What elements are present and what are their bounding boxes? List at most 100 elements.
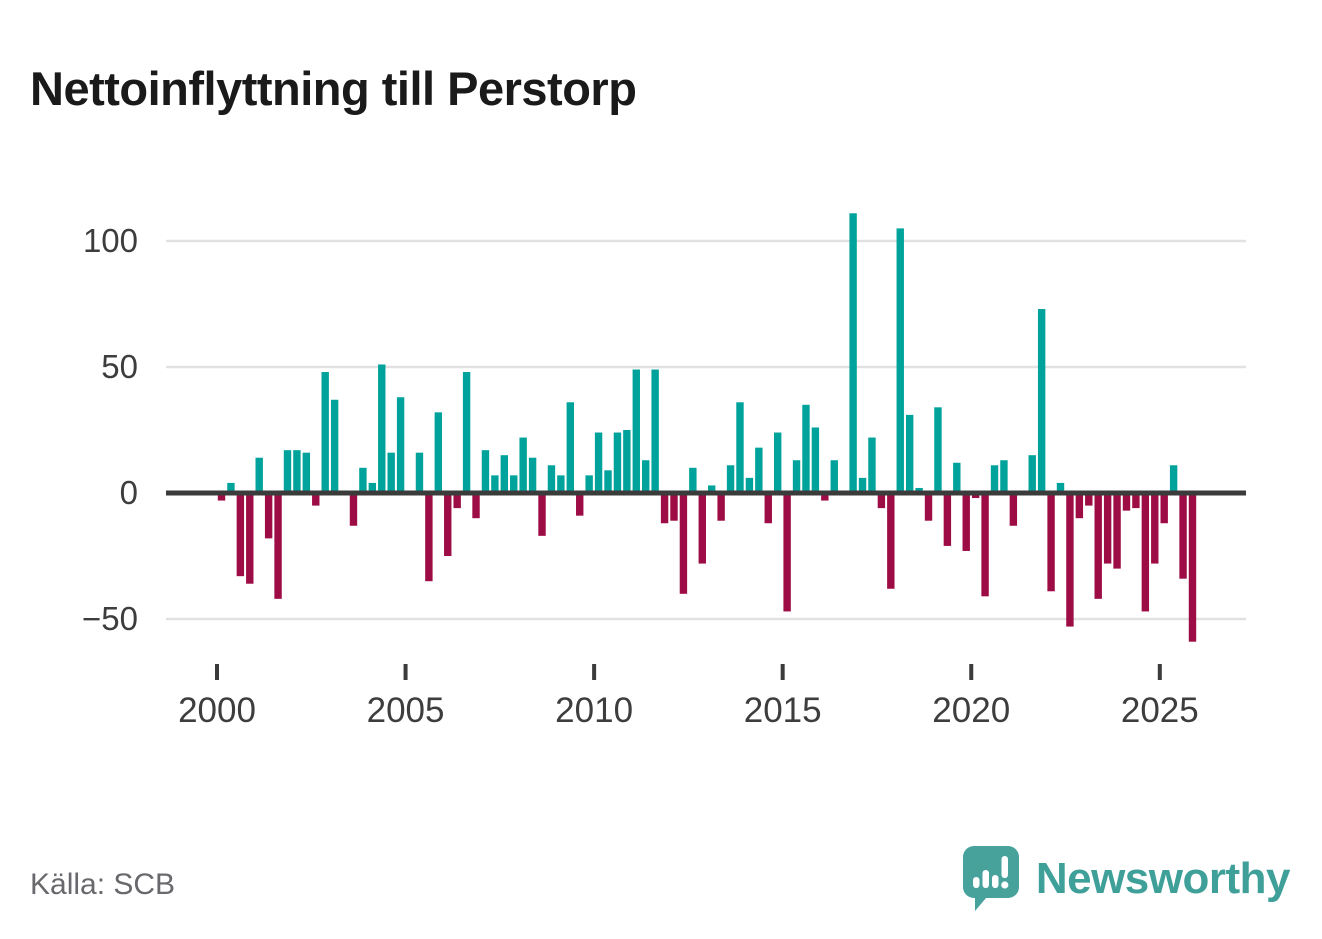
bar-2022-Q4 — [1075, 493, 1084, 519]
bar-2010-Q1 — [594, 432, 603, 493]
bar-2000-Q3 — [236, 493, 245, 577]
y-axis-label--50: −50 — [82, 600, 138, 637]
bar-2007-Q2 — [491, 475, 499, 493]
net-migration-chart-svg: 100 50 0 −50 2000 2005 2010 2015 2020 2025 — [82, 213, 1246, 730]
bar-2003-Q1 — [330, 399, 339, 493]
bar-2024-Q1 — [1122, 493, 1131, 511]
bar-2008-Q2 — [528, 457, 537, 493]
bar-2005-Q2 — [415, 452, 424, 493]
bar-2002-Q2 — [302, 452, 311, 493]
bar-2000-Q2 — [227, 482, 235, 493]
y-axis-label-0: 0 — [120, 474, 138, 511]
bar-2010-Q3 — [613, 432, 622, 493]
bar-2023-Q4 — [1113, 493, 1121, 569]
bar-2011-Q2 — [642, 460, 650, 493]
bar-2022-Q2 — [1056, 482, 1065, 493]
page-title: Nettoinflyttning till Perstorp — [30, 62, 637, 116]
bar-2007-Q1 — [481, 450, 490, 493]
bar-2017-Q2 — [868, 437, 876, 493]
y-axis-label-100: 100 — [83, 222, 138, 259]
brand-name: Newsworthy — [1035, 854, 1291, 903]
bar-2018-Q1 — [896, 228, 904, 493]
bar-2011-Q4 — [660, 493, 669, 524]
x-tick-2025 — [1157, 664, 1162, 680]
x-axis-label-2015: 2015 — [744, 691, 822, 730]
x-axis-label-2010: 2010 — [555, 691, 633, 730]
bar-2001-Q1 — [255, 457, 263, 493]
bar-2006-Q2 — [453, 493, 461, 509]
bar-2025-Q4 — [1188, 493, 1197, 642]
bar-chart: 100 50 0 −50 2000 2005 2010 2015 2020 2025 — [82, 213, 1246, 730]
bar-2002-Q1 — [293, 450, 301, 493]
bar-2022-Q1 — [1047, 493, 1055, 592]
zero-axis-line — [166, 490, 1246, 496]
bar-2008-Q3 — [538, 493, 546, 536]
x-tick-2015 — [780, 664, 785, 680]
bar-2019-Q2 — [943, 493, 952, 546]
bar-2020-Q3 — [990, 465, 999, 493]
bar-2001-Q2 — [264, 493, 273, 539]
bar-2009-Q3 — [576, 493, 584, 516]
bar-2014-Q4 — [773, 432, 782, 493]
bar-2018-Q2 — [905, 414, 914, 493]
bar-2005-Q4 — [434, 412, 443, 493]
x-axis-label-2005: 2005 — [367, 691, 445, 730]
x-tick-2005 — [403, 664, 408, 680]
bar-2014-Q2 — [755, 447, 763, 493]
bar-2006-Q1 — [444, 493, 452, 556]
bar-2023-Q3 — [1103, 493, 1112, 564]
bar-2021-Q1 — [1009, 493, 1018, 526]
bar-2024-Q4 — [1151, 493, 1159, 564]
bar-2004-Q2 — [378, 364, 386, 493]
bar-2024-Q2 — [1132, 493, 1140, 509]
bar-2000-Q1 — [217, 493, 226, 501]
bar-2013-Q3 — [726, 465, 735, 493]
gridline-50 — [166, 365, 1246, 369]
bar-2022-Q3 — [1066, 493, 1074, 627]
bar-2002-Q3 — [312, 493, 320, 506]
bar-2016-Q1 — [821, 493, 829, 501]
bar-2021-Q4 — [1037, 309, 1046, 493]
bar-2009-Q4 — [585, 475, 593, 493]
bar-2003-Q4 — [359, 467, 367, 493]
bar-2019-Q1 — [934, 407, 942, 493]
bar-2016-Q2 — [830, 460, 838, 493]
bar-2010-Q4 — [623, 430, 631, 493]
brand-logo: Newsworthy — [962, 845, 1291, 913]
bar-2015-Q1 — [783, 493, 791, 612]
bar-2008-Q1 — [519, 437, 527, 493]
bar-2013-Q1 — [708, 485, 716, 493]
bar-2007-Q3 — [500, 455, 509, 493]
bar-2017-Q4 — [887, 493, 895, 589]
bar-2015-Q4 — [811, 427, 820, 493]
bar-2009-Q1 — [557, 475, 565, 493]
bar-2017-Q3 — [877, 493, 886, 509]
bar-2011-Q1 — [632, 369, 640, 493]
bar-2000-Q4 — [246, 493, 254, 584]
x-tick-2020 — [969, 664, 974, 680]
bar-2019-Q4 — [962, 493, 970, 551]
bar-2021-Q3 — [1028, 455, 1036, 493]
bar-2001-Q4 — [283, 450, 292, 493]
bar-2012-Q2 — [679, 493, 688, 594]
bar-2025-Q3 — [1179, 493, 1187, 579]
bar-2020-Q4 — [1000, 460, 1008, 493]
bar-2013-Q4 — [736, 402, 744, 493]
bar-2019-Q3 — [953, 462, 961, 493]
bar-2003-Q3 — [349, 493, 358, 526]
x-axis-label-2025: 2025 — [1121, 691, 1199, 730]
bar-2018-Q4 — [924, 493, 933, 521]
bar-2020-Q1 — [971, 493, 980, 499]
bar-2017-Q1 — [858, 477, 867, 493]
bar-2006-Q4 — [472, 493, 480, 519]
bar-2012-Q1 — [670, 493, 678, 521]
bar-2010-Q2 — [604, 470, 612, 493]
bar-2004-Q1 — [368, 482, 377, 493]
bar-2009-Q2 — [566, 402, 574, 493]
bar-2016-Q4 — [849, 213, 857, 493]
gridline-100 — [166, 239, 1246, 243]
bar-2025-Q2 — [1169, 465, 1178, 493]
newsworthy-icon — [962, 846, 1019, 911]
bar-2012-Q4 — [698, 493, 706, 564]
